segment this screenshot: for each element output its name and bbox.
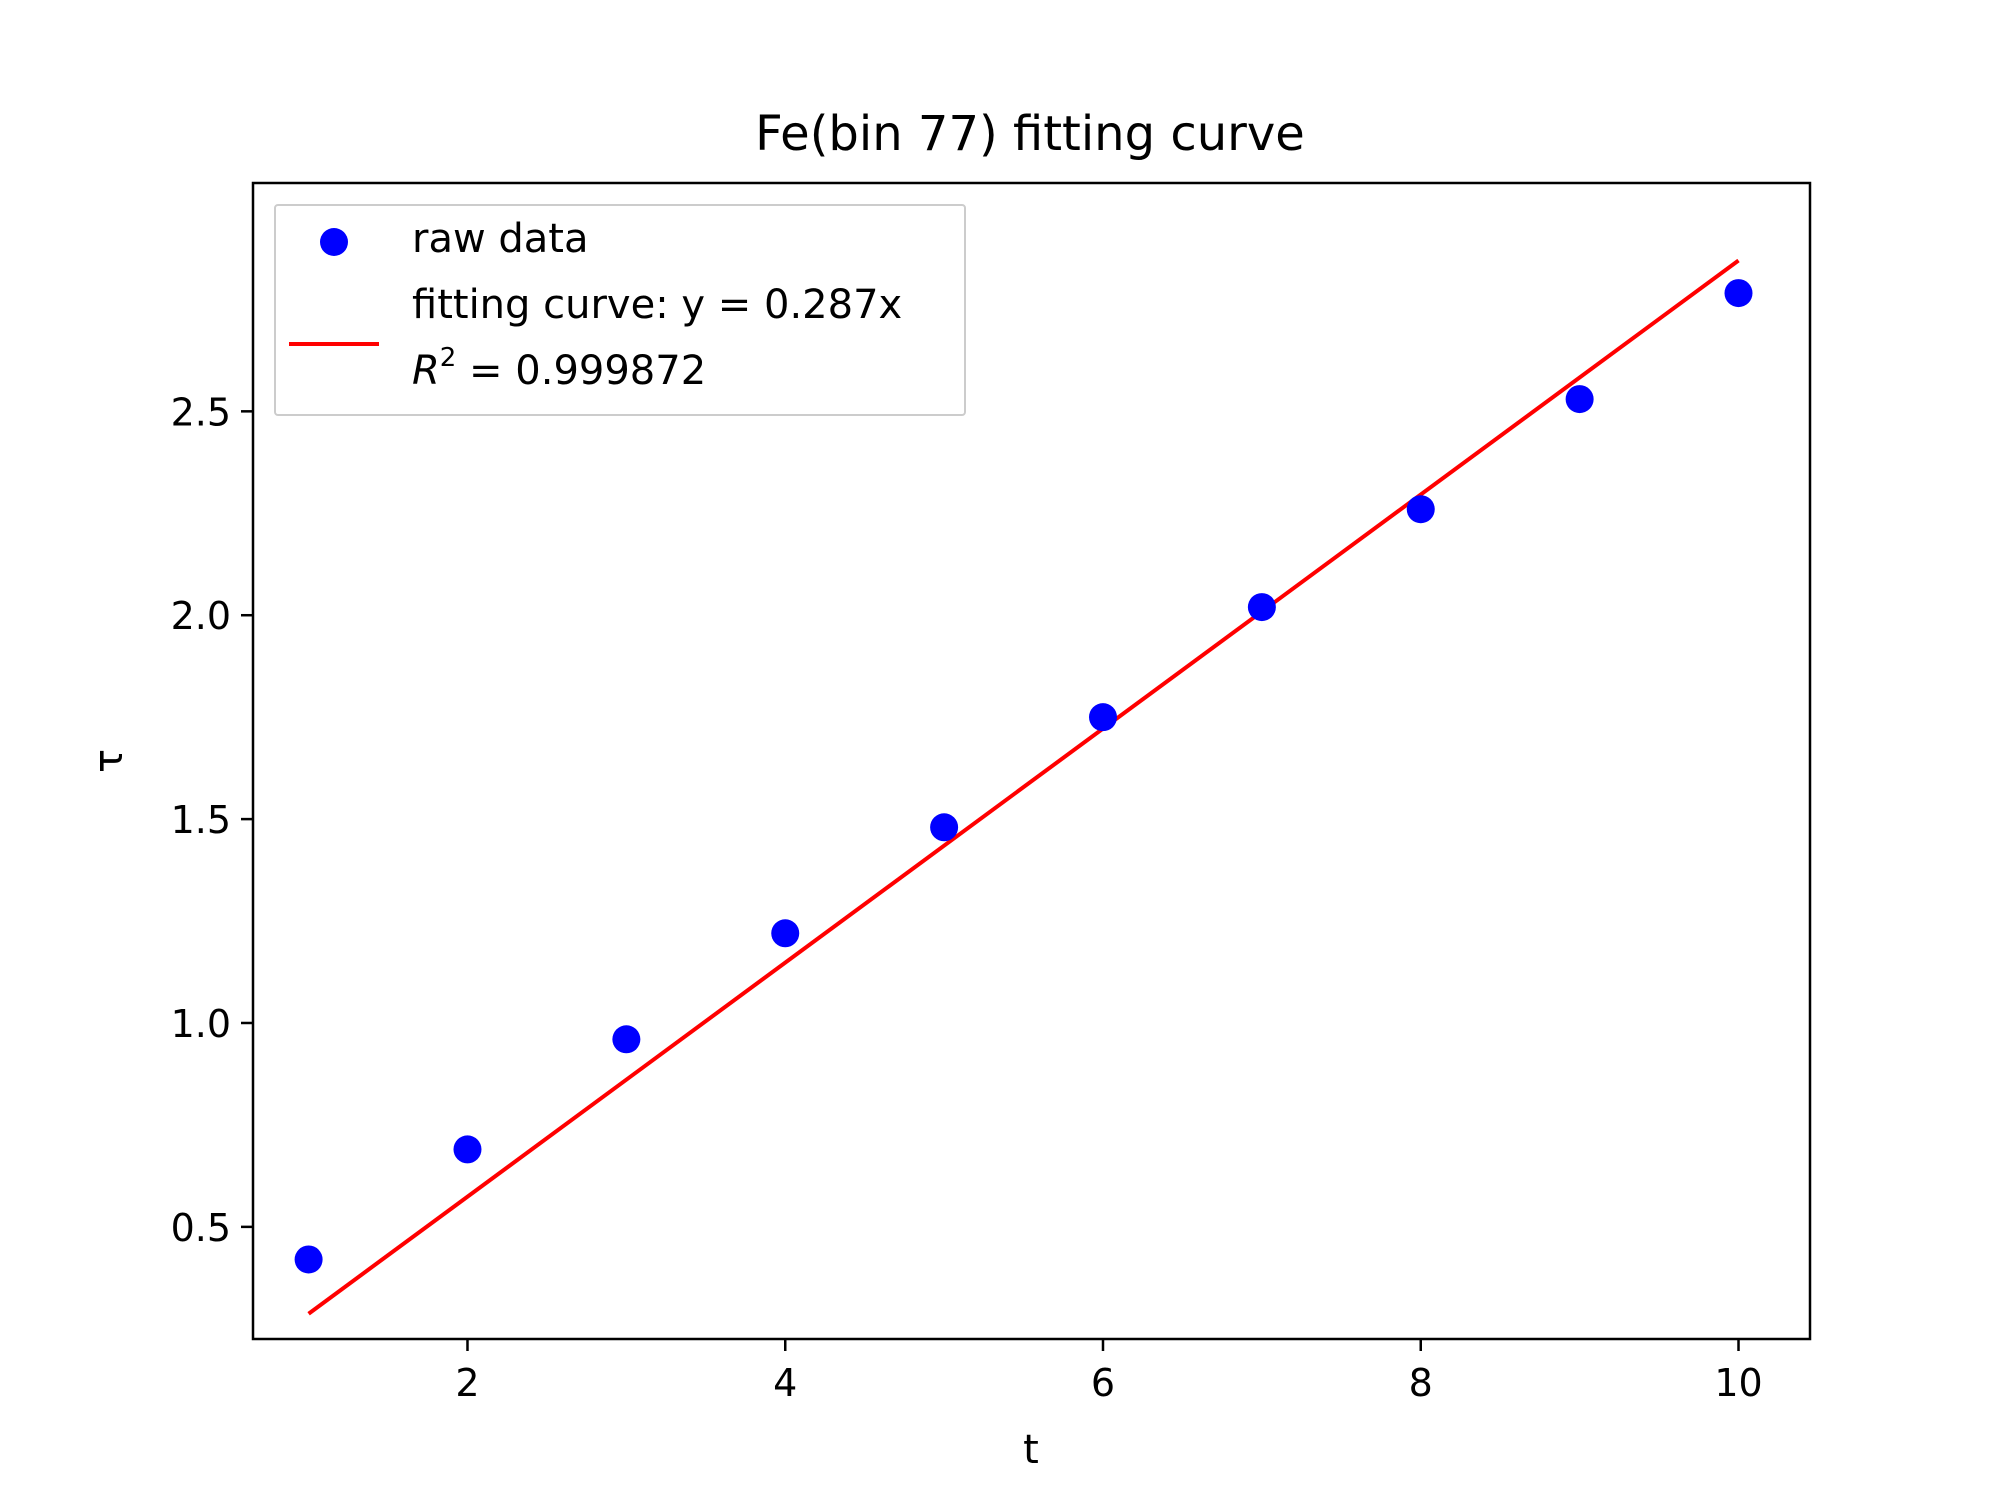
r-squared-exponent: 2	[440, 343, 457, 373]
y-tick-label: 0.5	[171, 1206, 231, 1250]
fit-line	[307, 258, 1740, 1316]
x-tick-label: 6	[1091, 1361, 1115, 1405]
y-tick-label: 1.0	[171, 1002, 231, 1046]
y-tick-label: 2.5	[171, 390, 231, 434]
data-point	[453, 1135, 482, 1164]
r-squared-symbol: R	[412, 348, 440, 394]
legend-r-squared: R2 = 0.999872	[412, 343, 706, 394]
legend-label-fitting-curve: fitting curve: y = 0.287x	[412, 282, 902, 328]
plot-area	[294, 258, 1753, 1316]
x-tick-label: 8	[1409, 1361, 1433, 1405]
data-point	[1565, 385, 1594, 414]
data-point	[1406, 495, 1435, 524]
chart-title: Fe(bin 77) fitting curve	[755, 106, 1305, 162]
legend-box	[274, 204, 966, 416]
axes-frame	[251, 181, 1812, 1341]
x-axis: 2 4 6 8 10	[455, 1339, 1763, 1405]
y-tick-label: 1.5	[171, 798, 231, 842]
legend-label-raw-data: raw data	[412, 216, 588, 262]
x-tick-label: 2	[455, 1361, 479, 1405]
legend-dot-icon	[320, 228, 348, 256]
x-tick-label: 10	[1714, 1361, 1762, 1405]
data-point	[930, 813, 959, 842]
x-axis-label: t	[1023, 1427, 1039, 1473]
data-point	[1247, 593, 1276, 622]
y-axis: 0.5 1.0 1.5 2.0 2.5	[171, 390, 253, 1250]
r-squared-value: = 0.999872	[456, 348, 706, 394]
x-tick-label: 4	[773, 1361, 797, 1405]
y-tick-label: 2.0	[171, 594, 231, 638]
data-point	[294, 1245, 323, 1274]
data-point	[771, 919, 800, 948]
data-point	[1724, 279, 1753, 308]
data-point	[1088, 703, 1117, 732]
data-point	[612, 1025, 641, 1054]
legend: raw data fitting curve: y = 0.287x R2 = …	[274, 204, 966, 416]
y-axis-label: τ	[86, 749, 132, 773]
